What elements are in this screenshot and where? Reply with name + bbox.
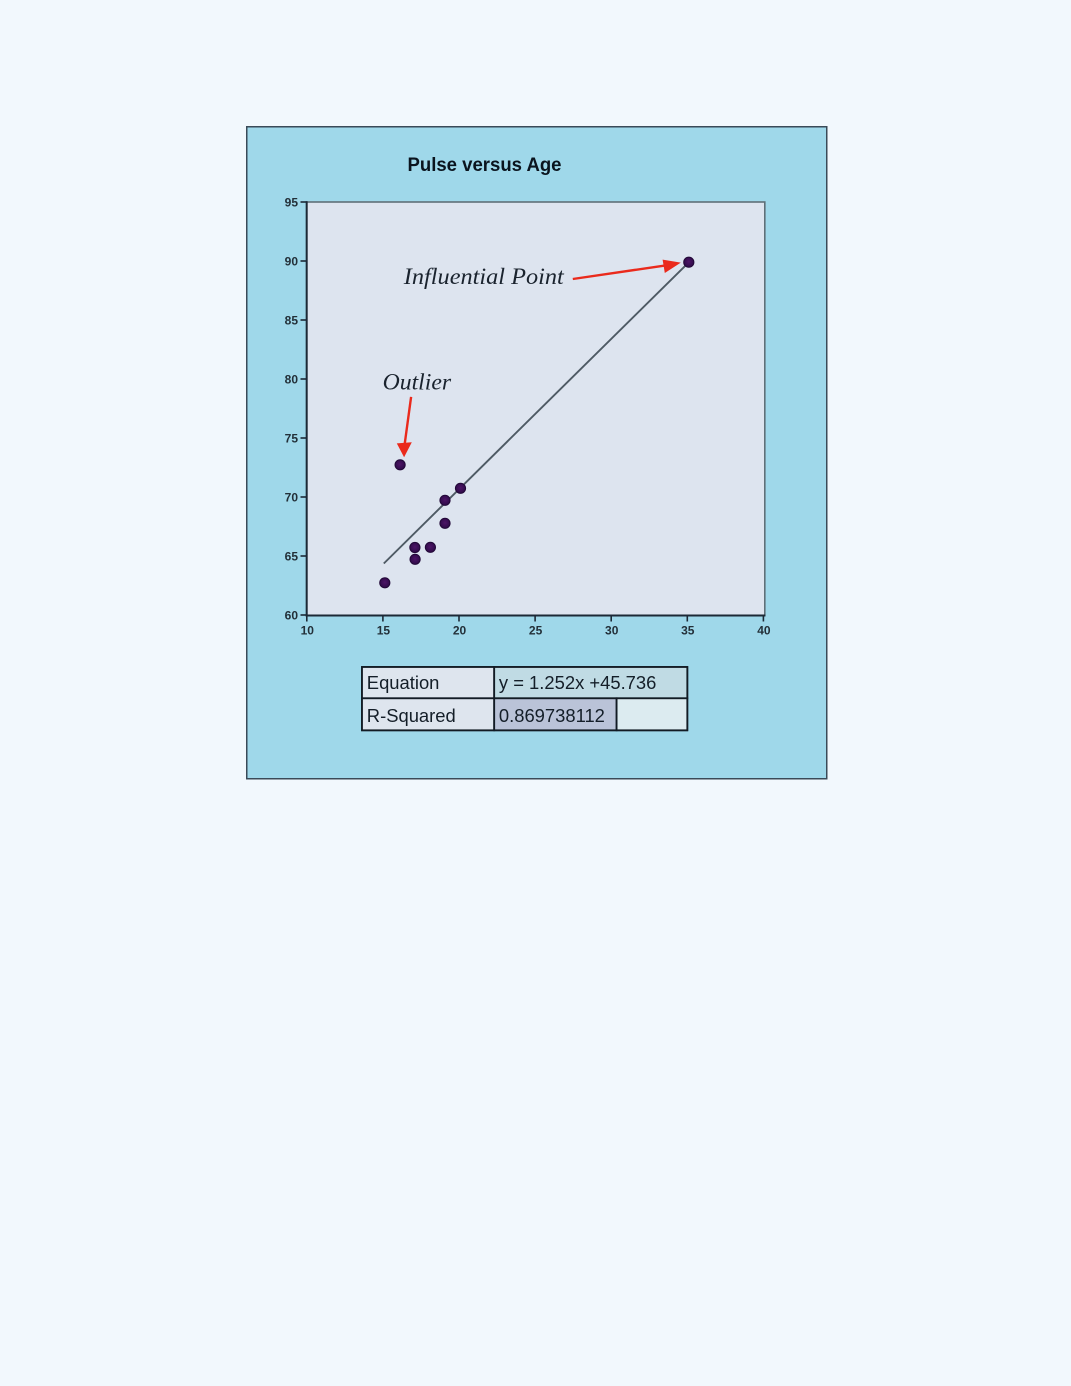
svg-text:70: 70 xyxy=(284,491,298,505)
svg-text:Outlier: Outlier xyxy=(382,369,452,394)
svg-text:80: 80 xyxy=(284,373,298,387)
svg-text:10: 10 xyxy=(300,624,314,638)
svg-text:95: 95 xyxy=(284,196,298,210)
svg-text:Equation: Equation xyxy=(366,672,439,693)
svg-text:30: 30 xyxy=(605,624,619,638)
svg-text:65: 65 xyxy=(284,550,298,564)
svg-text:60: 60 xyxy=(284,609,298,623)
svg-text:y = 1.252x +45.736: y = 1.252x +45.736 xyxy=(498,672,655,693)
svg-text:15: 15 xyxy=(376,624,390,638)
svg-text:R-Squared: R-Squared xyxy=(366,705,455,726)
svg-text:Influential Point: Influential Point xyxy=(402,264,564,289)
svg-text:85: 85 xyxy=(284,314,298,328)
svg-text:Pulse versus Age: Pulse versus Age xyxy=(407,155,561,176)
svg-text:40: 40 xyxy=(757,624,771,638)
svg-text:75: 75 xyxy=(284,432,298,446)
svg-text:20: 20 xyxy=(452,624,466,638)
svg-text:35: 35 xyxy=(681,624,695,638)
svg-text:90: 90 xyxy=(284,255,298,269)
svg-text:25: 25 xyxy=(529,624,543,638)
svg-text:0.869738112: 0.869738112 xyxy=(498,705,604,726)
